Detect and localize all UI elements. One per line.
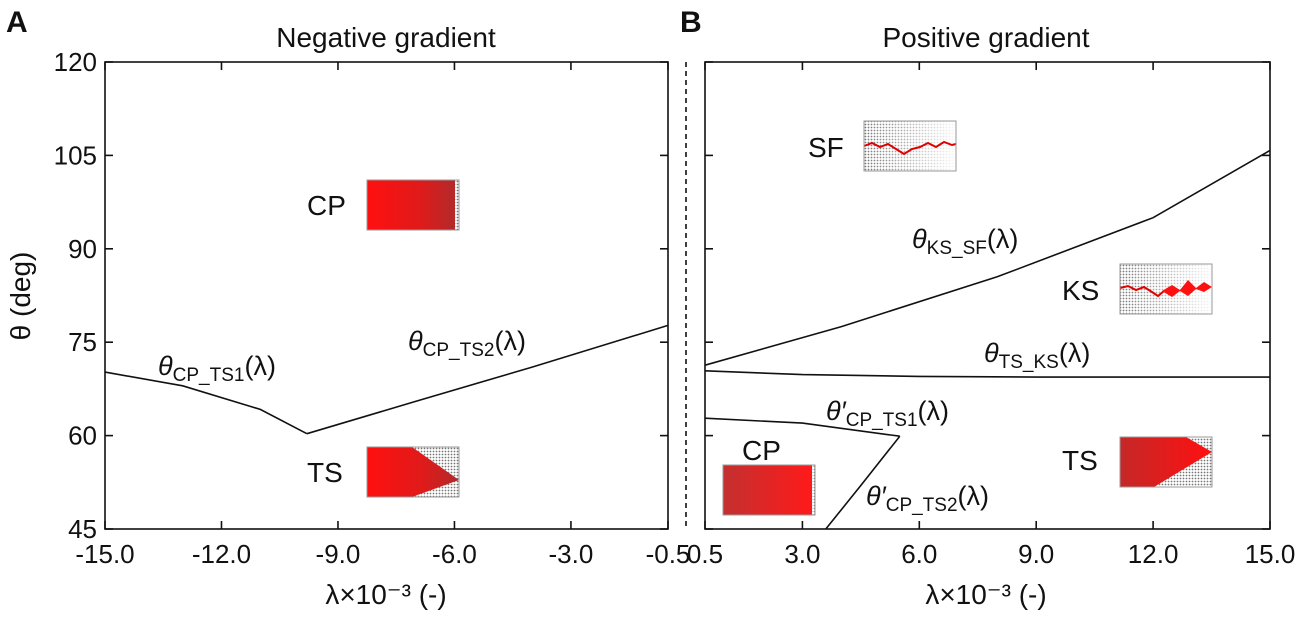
x-tick-label: 9.0	[1018, 539, 1054, 569]
y-tick-label: 45	[68, 514, 97, 544]
plot-frame-b	[704, 61, 1271, 530]
series-lines-b	[704, 149, 1271, 530]
y-tick-label: 105	[54, 140, 97, 170]
plot-frame-a	[104, 61, 669, 530]
annotation-cp-ts2: θCP_TS2(λ)	[408, 326, 526, 361]
region-label-ks: KS	[1062, 275, 1099, 306]
thumbnail-cp-a	[366, 179, 460, 231]
series-line-b-2	[704, 417, 900, 437]
annotation-cp-ts2-prime: θ′CP_TS2(λ)	[866, 481, 989, 516]
annotation-cp-ts2-prime-sub: CP_TS2	[886, 495, 958, 516]
axis-ticks-a: -15.0 -12.0 -9.0 -6.0 -3.0 -0.5 45 60 75 90 105 120	[54, 47, 691, 569]
annotation-ts-ks-tail: (λ)	[1059, 338, 1090, 368]
annotation-ks-sf: θKS_SF(λ)	[912, 224, 1018, 259]
y-tick-label: 120	[54, 47, 97, 77]
series-line-a-0	[104, 371, 308, 435]
thumbnail-ts-b	[1119, 436, 1213, 488]
thumbnail-cp-b	[722, 464, 816, 516]
x-axis-label-a: λ×10⁻³ (-)	[325, 579, 446, 610]
series-line-a-1	[306, 324, 669, 435]
x-tick-label: 12.0	[1128, 539, 1179, 569]
x-tick-label: -6.0	[432, 539, 477, 569]
y-axis-label: θ (deg)	[5, 252, 36, 341]
annotation-ks-sf-main: θ	[912, 224, 927, 254]
annotation-cp-ts1-tail: (λ)	[244, 351, 275, 381]
annotation-ts-ks-main: θ	[984, 338, 999, 368]
annotation-ks-sf-sub: KS_SF	[927, 238, 987, 259]
thumbnail-ts-a	[366, 446, 460, 498]
x-tick-label: -0.5	[646, 539, 691, 569]
annotation-ts-ks-sub: TS_KS	[999, 352, 1059, 373]
series-line-b-1	[704, 370, 1270, 378]
annotation-cp-ts1-prime: θ′CP_TS1(λ)	[826, 396, 949, 431]
y-tick-label: 60	[68, 421, 97, 451]
annotation-ks-sf-tail: (λ)	[987, 224, 1018, 254]
region-label-cp-b: CP	[742, 435, 781, 466]
x-tick-label: 0.5	[687, 539, 723, 569]
series-line-b-0	[704, 149, 1271, 366]
annotation-cp-ts2-main: θ	[408, 326, 423, 356]
region-label-cp-a: CP	[307, 190, 346, 221]
x-tick-label: -9.0	[316, 539, 361, 569]
annotation-cp-ts1-prime-tail: (λ)	[918, 396, 949, 426]
x-tick-label: 6.0	[901, 539, 937, 569]
panel-letter-a: A	[6, 6, 28, 39]
annotation-ts-ks: θTS_KS(λ)	[984, 338, 1090, 373]
x-tick-label: -15.0	[75, 539, 134, 569]
region-label-ts-b: TS	[1062, 445, 1098, 476]
region-label-ts-a: TS	[307, 457, 343, 488]
series-lines-a	[104, 324, 669, 435]
annotation-cp-ts1: θCP_TS1(λ)	[158, 351, 276, 386]
x-axis-label-b: λ×10⁻³ (-)	[925, 579, 1046, 610]
annotation-cp-ts1-sub: CP_TS1	[173, 365, 245, 386]
y-tick-label: 90	[68, 234, 97, 264]
x-tick-label: 15.0	[1245, 539, 1296, 569]
chart-title-a: Negative gradient	[276, 22, 496, 53]
region-label-sf: SF	[808, 132, 844, 163]
annotation-cp-ts2-prime-tail: (λ)	[958, 481, 989, 511]
annotation-cp-ts2-sub: CP_TS2	[423, 340, 495, 361]
y-tick-label: 75	[68, 327, 97, 357]
annotation-cp-ts2-tail: (λ)	[494, 326, 525, 356]
panel-letter-b: B	[680, 6, 702, 39]
series-line-b-3	[825, 435, 901, 530]
annotation-cp-ts1-prime-main: θ′	[826, 396, 847, 426]
x-tick-label: -3.0	[549, 539, 594, 569]
annotation-cp-ts2-prime-main: θ′	[866, 481, 887, 511]
annotation-cp-ts1-prime-sub: CP_TS1	[846, 410, 918, 431]
thumbnail-ks	[1119, 263, 1213, 315]
x-tick-label: -12.0	[192, 539, 251, 569]
annotation-cp-ts1-main: θ	[158, 351, 173, 381]
x-tick-label: 3.0	[784, 539, 820, 569]
axis-ticks-b: 0.5 3.0 6.0 9.0 12.0 15.0	[687, 61, 1296, 569]
chart-title-b: Positive gradient	[882, 22, 1089, 53]
thumbnail-sf	[863, 120, 957, 172]
